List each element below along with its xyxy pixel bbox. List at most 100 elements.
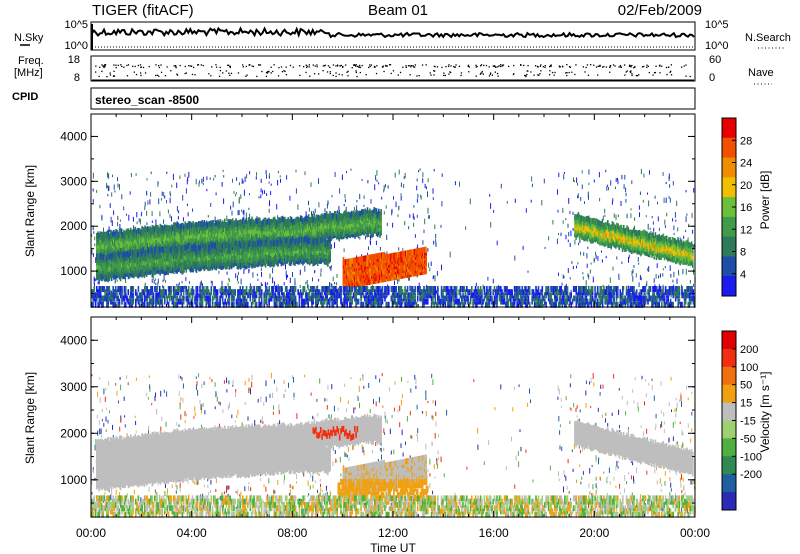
power-band-cell: [182, 250, 184, 257]
power-band-cell: [281, 227, 284, 234]
power-band-cell: [247, 220, 250, 227]
power-band-cell: [287, 253, 289, 260]
power-band-cell: [104, 235, 106, 241]
freq-point: [631, 64, 633, 67]
power-band-cell: [373, 227, 376, 234]
power-band-cell: [140, 271, 142, 278]
freq-point: [256, 75, 258, 78]
power-band-cell: [175, 267, 177, 274]
power-band-cell: [214, 230, 217, 237]
power-scatter: [144, 201, 146, 207]
power-band-cell: [214, 261, 217, 268]
power-band-cell: [285, 218, 287, 225]
power-scatter: [286, 175, 288, 180]
power-band-cell: [241, 242, 243, 249]
power-band-cell: [217, 241, 219, 248]
power-band-cell: [363, 229, 365, 236]
power-band-cell: [125, 241, 128, 248]
power-band-cell: [218, 246, 220, 253]
power-band-cell: [139, 266, 141, 273]
freq-point: [653, 72, 656, 74]
power-scatter: [324, 208, 326, 213]
power-band-cell: [323, 216, 326, 223]
power-band-cell: [158, 236, 160, 242]
power-band-cell: [185, 249, 188, 256]
power-band-cell: [253, 254, 256, 261]
power-band-cell: [296, 234, 299, 241]
power-band-cell: [293, 250, 295, 257]
power-scatter: [359, 193, 361, 200]
power-scatter: [385, 184, 386, 188]
power-band-cell: [127, 273, 130, 280]
power-band-cell: [178, 233, 181, 240]
power-band-cell: [161, 260, 164, 267]
freq-point: [113, 64, 115, 66]
power-band-cell: [185, 245, 188, 252]
freq-point: [665, 66, 668, 69]
power-band-cell: [342, 213, 345, 219]
power-band-cell: [286, 218, 288, 225]
power-band-cell: [302, 227, 304, 234]
freq-point: [585, 66, 587, 69]
freq-point: [335, 72, 337, 74]
power-band-cell: [228, 250, 231, 257]
power-band-cell: [106, 231, 108, 238]
power-band-cell: [379, 222, 381, 229]
power-band-cell: [364, 219, 366, 226]
power-scatter: [109, 203, 111, 208]
power-band-cell: [341, 227, 344, 234]
power-band-cell: [109, 267, 112, 274]
power-scatter: [241, 178, 243, 184]
power-band-cell: [201, 242, 203, 248]
power-scatter: [246, 174, 248, 179]
power-band-cell: [205, 250, 208, 257]
power-band-cell: [168, 246, 171, 253]
power-band-cell: [123, 269, 125, 276]
power-band-cell: [290, 255, 293, 262]
power-band-cell: [150, 239, 152, 246]
power-band-cell: [353, 228, 355, 235]
power-scatter: [414, 234, 416, 238]
power-scatter: [172, 173, 174, 180]
power-band-cell: [236, 228, 239, 235]
power-band-cell: [270, 229, 272, 236]
power-band-cell: [192, 224, 194, 231]
power-band-cell: [339, 226, 342, 233]
power-band-cell: [176, 239, 178, 246]
freq-point: [670, 64, 672, 66]
power-band-cell: [156, 250, 158, 257]
power-band-cell: [139, 249, 141, 255]
power-scatter: [500, 183, 502, 189]
power-scatter: [454, 181, 456, 186]
power-band-cell: [255, 258, 258, 265]
power-band-cell: [213, 228, 216, 235]
power-band-cell: [251, 234, 253, 241]
power-band-cell: [282, 217, 285, 224]
power-band-cell: [131, 254, 133, 261]
power-scatter: [307, 284, 309, 291]
power-band-cell: [272, 228, 275, 235]
power-band-cell: [99, 245, 101, 251]
freq-point: [219, 66, 221, 69]
power-band-cell: [245, 263, 248, 270]
power-scatter: [413, 216, 415, 220]
power-band-cell: [255, 225, 258, 232]
power-scatter: [608, 187, 609, 191]
power-band-cell: [374, 220, 377, 227]
freq-point: [210, 75, 212, 77]
power-band-cell: [136, 255, 139, 262]
freq-point: [115, 66, 117, 69]
power-band-cell: [588, 232, 591, 239]
power-band-cell: [231, 225, 234, 232]
power-band-cell: [347, 211, 349, 218]
power-band-cell: [173, 236, 175, 243]
power-scatter: [272, 268, 274, 274]
power-band-cell: [132, 247, 134, 254]
power-band-cell: [256, 251, 259, 258]
power-band-cell: [202, 228, 205, 235]
power-band-cell: [133, 256, 135, 263]
power-band-cell: [147, 243, 149, 250]
power-band-cell: [97, 231, 99, 238]
power-band-cell: [376, 211, 379, 218]
freq-point: [582, 66, 584, 68]
